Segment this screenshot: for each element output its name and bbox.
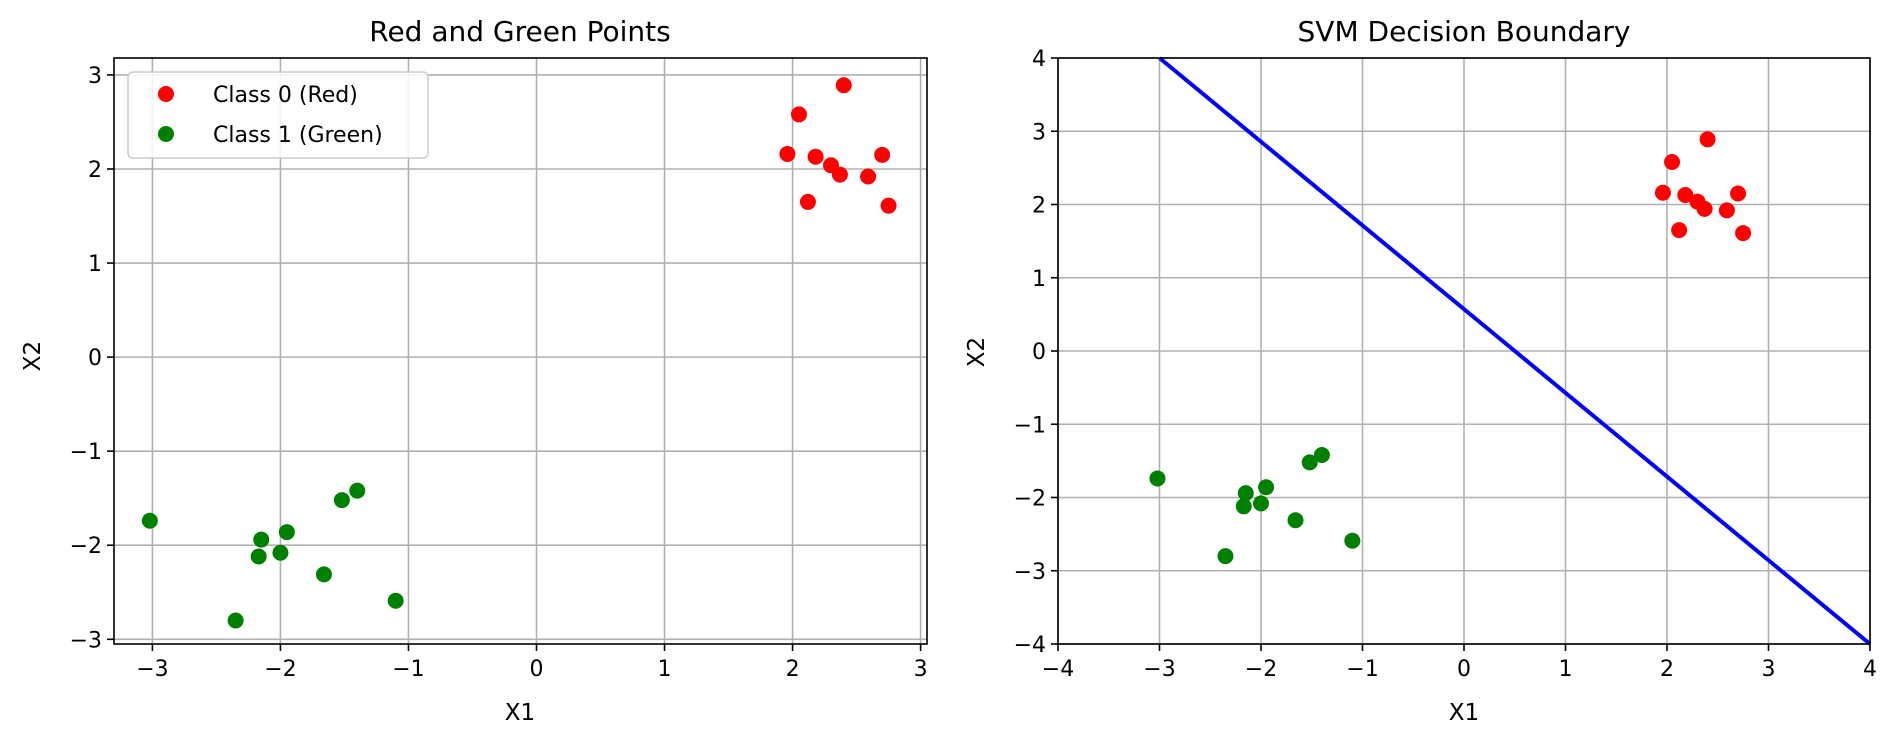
y-tick-label: 2 [1032,194,1046,219]
y-axis-label: X2 [20,341,46,371]
x-tick-label: 1 [658,657,672,682]
red-point [860,168,877,185]
green-point [1237,485,1254,502]
green-point [1235,498,1252,515]
x-tick-label: −2 [264,657,296,682]
x-tick-label: −1 [1346,657,1378,682]
y-tick-label: −2 [1014,487,1046,512]
x-tick-label: 3 [914,657,928,682]
x-tick-label: −1 [392,657,424,682]
chart-title: SVM Decision Boundary [1298,15,1631,48]
legend-label: Class 1 (Green) [213,123,383,148]
y-axis-label: X2 [964,337,990,367]
green-point [387,592,404,609]
red-point [1696,200,1713,217]
green-point [253,531,270,548]
red-point [1677,186,1694,203]
green-point [272,544,289,561]
y-tick-label: 3 [1032,120,1046,145]
red-point [880,197,897,214]
y-tick-label: −4 [1014,633,1046,658]
y-tick-label: 1 [1032,267,1046,292]
x-tick-label: −4 [1042,657,1074,682]
green-point [227,612,244,629]
x-tick-label: −3 [136,657,168,682]
y-tick-label: −3 [70,628,102,653]
x-tick-label: 0 [1457,657,1471,682]
scatter-plot-red-green: Red and Green Points X1 X2 −3 −2 −1 0 1 2 3 −3 −… [20,15,928,726]
green-point [315,566,332,583]
x-tick-label: 2 [786,657,800,682]
red-point [1735,225,1752,242]
red-point [1718,202,1735,219]
legend-marker [158,86,174,102]
plot-frame [113,57,928,645]
y-tick-label: 0 [88,346,102,371]
x-tick-label: 3 [1762,657,1776,682]
red-point [790,106,807,123]
green-point [1149,470,1166,487]
chart-title: Red and Green Points [369,15,670,48]
x-tick-label: −2 [1245,657,1277,682]
red-point [1699,131,1716,148]
green-point [1217,548,1234,565]
legend-marker [158,126,174,142]
x-tick-label: 0 [530,657,544,682]
green-point [333,492,350,509]
red-point [779,145,796,162]
red-point [1664,154,1681,171]
green-point [1253,495,1269,512]
y-tick-label: 2 [88,158,102,183]
x-axis-label: X1 [1449,700,1479,726]
green-point [250,548,267,565]
green-point [349,482,366,499]
y-tick-label: −1 [1014,413,1046,438]
green-point [1313,447,1330,464]
y-tick-label: −3 [1014,560,1046,585]
red-point [1671,222,1688,239]
decision-boundary-line [1158,56,1872,646]
y-tick-label: 3 [88,64,102,89]
red-point [807,148,824,165]
green-point [1301,454,1318,471]
x-tick-label: 2 [1660,657,1674,682]
green-point [1287,512,1304,529]
y-tick-label: 1 [88,252,102,277]
svm-decision-boundary-plot: SVM Decision Boundary X1 X2 −4 −3 −2 −1 0 1 2 3… [964,15,1877,726]
green-point [1344,532,1361,549]
green-point [1258,479,1275,496]
x-tick-label: 1 [1559,657,1573,682]
green-point [278,524,295,541]
legend-box [127,71,429,159]
y-tick-label: −1 [70,440,102,465]
red-point [835,77,852,94]
red-point [874,146,891,163]
legend-label: Class 0 (Red) [213,83,358,108]
red-point [831,166,848,183]
y-tick-label: 0 [1032,340,1046,365]
y-tick-label: 4 [1032,47,1046,72]
red-point [1730,185,1747,202]
x-tick-label: −3 [1143,657,1175,682]
x-tick-label: 4 [1863,657,1877,682]
x-axis-label: X1 [505,700,535,726]
red-point [799,193,816,210]
y-tick-label: −2 [70,534,102,559]
red-point [1654,184,1671,201]
green-point [141,512,158,529]
